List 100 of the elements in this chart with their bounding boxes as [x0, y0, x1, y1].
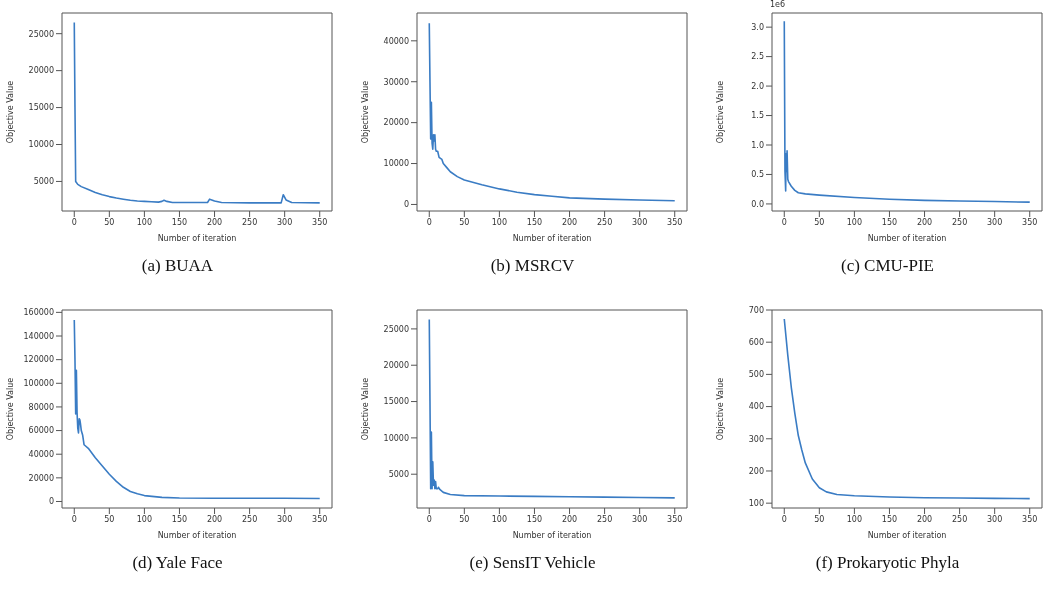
y-axis-title: Objective Value [715, 377, 725, 441]
y-tick-label: 2.5 [751, 52, 764, 62]
y-tick-label: 25000 [28, 29, 54, 39]
x-tick-label: 150 [171, 514, 188, 524]
y-axis-title: Objective Value [715, 80, 725, 144]
line-series [783, 318, 1031, 500]
y-tick-label: 20000 [383, 118, 409, 128]
line-series [783, 20, 1031, 203]
y-tick-label: 160000 [23, 308, 54, 318]
y-tick-label: 300 [748, 434, 764, 444]
x-axis-title: Number of iteration [157, 531, 237, 540]
x-tick-label: 0 [781, 514, 787, 524]
x-tick-label: 350 [667, 514, 683, 524]
x-tick-label: 100 [846, 217, 863, 227]
x-tick-label: 100 [136, 514, 153, 524]
x-tick-label: 0 [71, 217, 77, 227]
x-tick-label: 50 [814, 217, 825, 227]
y-tick-label: 200 [748, 466, 764, 476]
text: (b) MSRCV [489, 256, 576, 276]
x-tick-label: 350 [667, 217, 683, 227]
text: (c) CMU-PIE [840, 256, 935, 276]
y-tick-label: 20000 [28, 473, 54, 483]
x-tick-label: 150 [881, 514, 898, 524]
y-tick-label: 20000 [28, 66, 54, 76]
x-tick-label: 50 [459, 217, 470, 227]
x-tick-label: 50 [459, 514, 470, 524]
x-axis-title: Number of iteration [867, 234, 947, 243]
x-tick-label: 350 [312, 514, 328, 524]
x-tick-label: 100 [136, 217, 153, 227]
x-tick-label: 300 [277, 217, 293, 227]
x-tick-label: 100 [846, 514, 863, 524]
x-tick-label: 250 [596, 514, 613, 524]
y-tick-label: 0 [48, 497, 54, 507]
y-tick-label: 3.0 [751, 22, 764, 32]
line-series [428, 22, 676, 202]
x-tick-label: 250 [596, 217, 613, 227]
text: (e) SensIT Vehicle [468, 553, 597, 573]
y-tick-label: 10000 [28, 140, 54, 150]
line-series [73, 319, 321, 500]
x-tick-label: 100 [491, 217, 508, 227]
x-tick-label: 0 [781, 217, 787, 227]
text: (a) BUAA [140, 256, 215, 276]
y-tick-label: 1.5 [751, 111, 764, 121]
x-tick-label: 350 [1022, 217, 1038, 227]
x-tick-label: 50 [104, 217, 115, 227]
x-tick-label: 150 [881, 217, 898, 227]
x-tick-label: 200 [206, 514, 223, 524]
x-axis-title: Number of iteration [867, 531, 947, 540]
x-tick-label: 250 [951, 217, 968, 227]
y-tick-label: 0 [403, 200, 409, 210]
x-tick-label: 0 [71, 514, 77, 524]
text: 1e6 [770, 0, 786, 9]
y-tick-label: 100000 [23, 379, 54, 389]
x-tick-label: 100 [491, 514, 508, 524]
y-axis-title: Objective Value [360, 377, 370, 441]
y-tick-label: 15000 [383, 397, 409, 407]
x-tick-label: 200 [206, 217, 223, 227]
x-tick-label: 150 [171, 217, 188, 227]
x-tick-label: 300 [632, 217, 648, 227]
y-tick-label: 5000 [33, 177, 54, 187]
x-tick-label: 200 [916, 217, 933, 227]
x-tick-label: 0 [426, 514, 432, 524]
y-tick-label: 25000 [383, 324, 409, 334]
x-tick-label: 0 [426, 217, 432, 227]
y-tick-label: 10000 [383, 433, 409, 443]
y-tick-label: 40000 [383, 36, 409, 46]
x-tick-label: 250 [241, 217, 258, 227]
x-tick-label: 150 [526, 514, 543, 524]
y-axis-title: Objective Value [360, 80, 370, 144]
x-axis-title: Number of iteration [512, 234, 592, 243]
x-tick-label: 350 [1022, 514, 1038, 524]
y-tick-label: 500 [748, 370, 764, 380]
y-tick-label: 60000 [28, 426, 54, 436]
y-tick-label: 30000 [383, 77, 409, 87]
x-tick-label: 350 [312, 217, 328, 227]
y-axis-title: Objective Value [5, 80, 15, 144]
y-tick-label: 15000 [28, 103, 54, 113]
x-tick-label: 250 [241, 514, 258, 524]
x-tick-label: 150 [526, 217, 543, 227]
y-tick-label: 40000 [28, 450, 54, 460]
y-tick-label: 0.0 [751, 199, 764, 209]
y-tick-label: 1.0 [751, 140, 764, 150]
x-tick-label: 300 [632, 514, 648, 524]
x-tick-label: 250 [951, 514, 968, 524]
x-axis-title: Number of iteration [512, 531, 592, 540]
y-tick-label: 120000 [23, 355, 54, 365]
y-tick-label: 100 [748, 499, 764, 509]
y-tick-label: 140000 [23, 331, 54, 341]
x-tick-label: 200 [561, 514, 578, 524]
y-tick-label: 0.5 [751, 170, 764, 180]
y-tick-label: 700 [748, 305, 764, 315]
line-series [428, 318, 676, 499]
text: (d) Yale Face [131, 553, 224, 573]
y-axis-title: Objective Value [5, 377, 15, 441]
x-tick-label: 300 [987, 514, 1003, 524]
x-axis-title: Number of iteration [157, 234, 237, 243]
y-tick-label: 2.0 [751, 81, 764, 91]
y-tick-label: 10000 [383, 159, 409, 169]
x-tick-label: 50 [104, 514, 115, 524]
text: (f) Prokaryotic Phyla [814, 553, 961, 573]
